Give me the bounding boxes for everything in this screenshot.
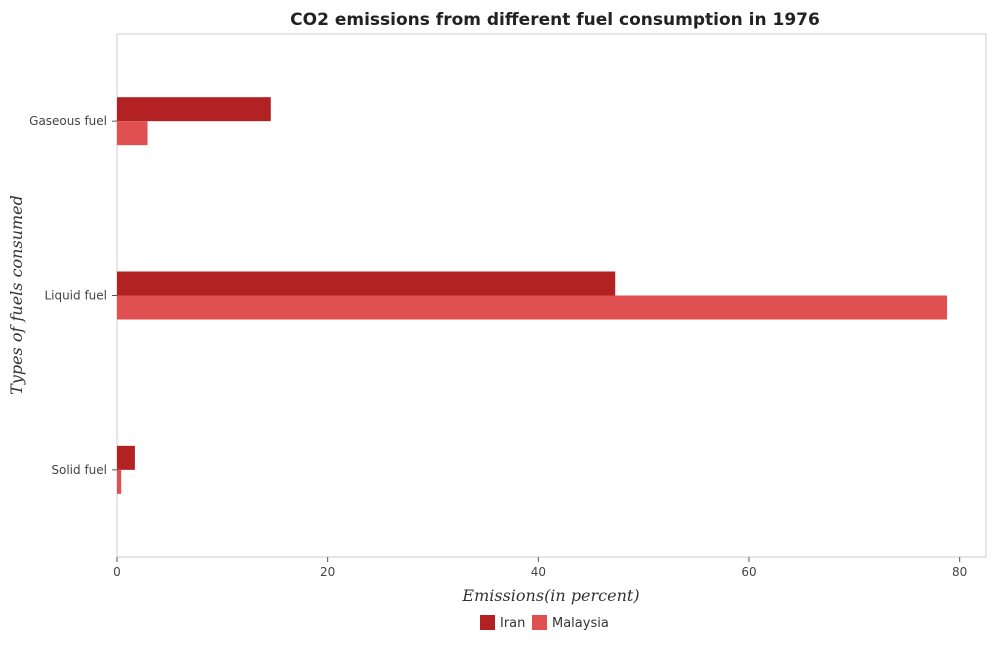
bar-malaysia-1 (117, 295, 948, 320)
x-axis-ticks: 0 20 40 60 80 (113, 557, 967, 579)
y-tick-label: Solid fuel (51, 463, 107, 477)
bars (117, 97, 948, 494)
x-tick-label: 40 (531, 565, 546, 579)
legend-swatch-malaysia (532, 615, 547, 630)
bar-malaysia-0 (117, 121, 148, 146)
bar-iran-0 (117, 97, 271, 122)
bar-iran-2 (117, 445, 135, 470)
legend-swatch-iran (480, 615, 495, 630)
legend: Iran Malaysia (480, 615, 609, 631)
y-tick-label: Liquid fuel (44, 289, 107, 303)
chart-title: CO2 emissions from different fuel consum… (290, 10, 820, 30)
legend-label-malaysia: Malaysia (552, 616, 609, 631)
bar-malaysia-2 (117, 469, 122, 494)
legend-label-iran: Iran (500, 616, 525, 631)
y-tick-label: Gaseous fuel (29, 114, 107, 128)
x-tick-label: 0 (113, 565, 121, 579)
x-tick-label: 20 (320, 565, 335, 579)
bar-iran-1 (117, 271, 616, 296)
x-axis-label: Emissions(in percent) (461, 586, 639, 605)
x-tick-label: 80 (952, 565, 967, 579)
x-tick-label: 60 (741, 565, 756, 579)
y-axis-ticks: Gaseous fuel Liquid fuel Solid fuel (29, 114, 117, 477)
y-axis-label: Types of fuels consumed (7, 195, 26, 395)
